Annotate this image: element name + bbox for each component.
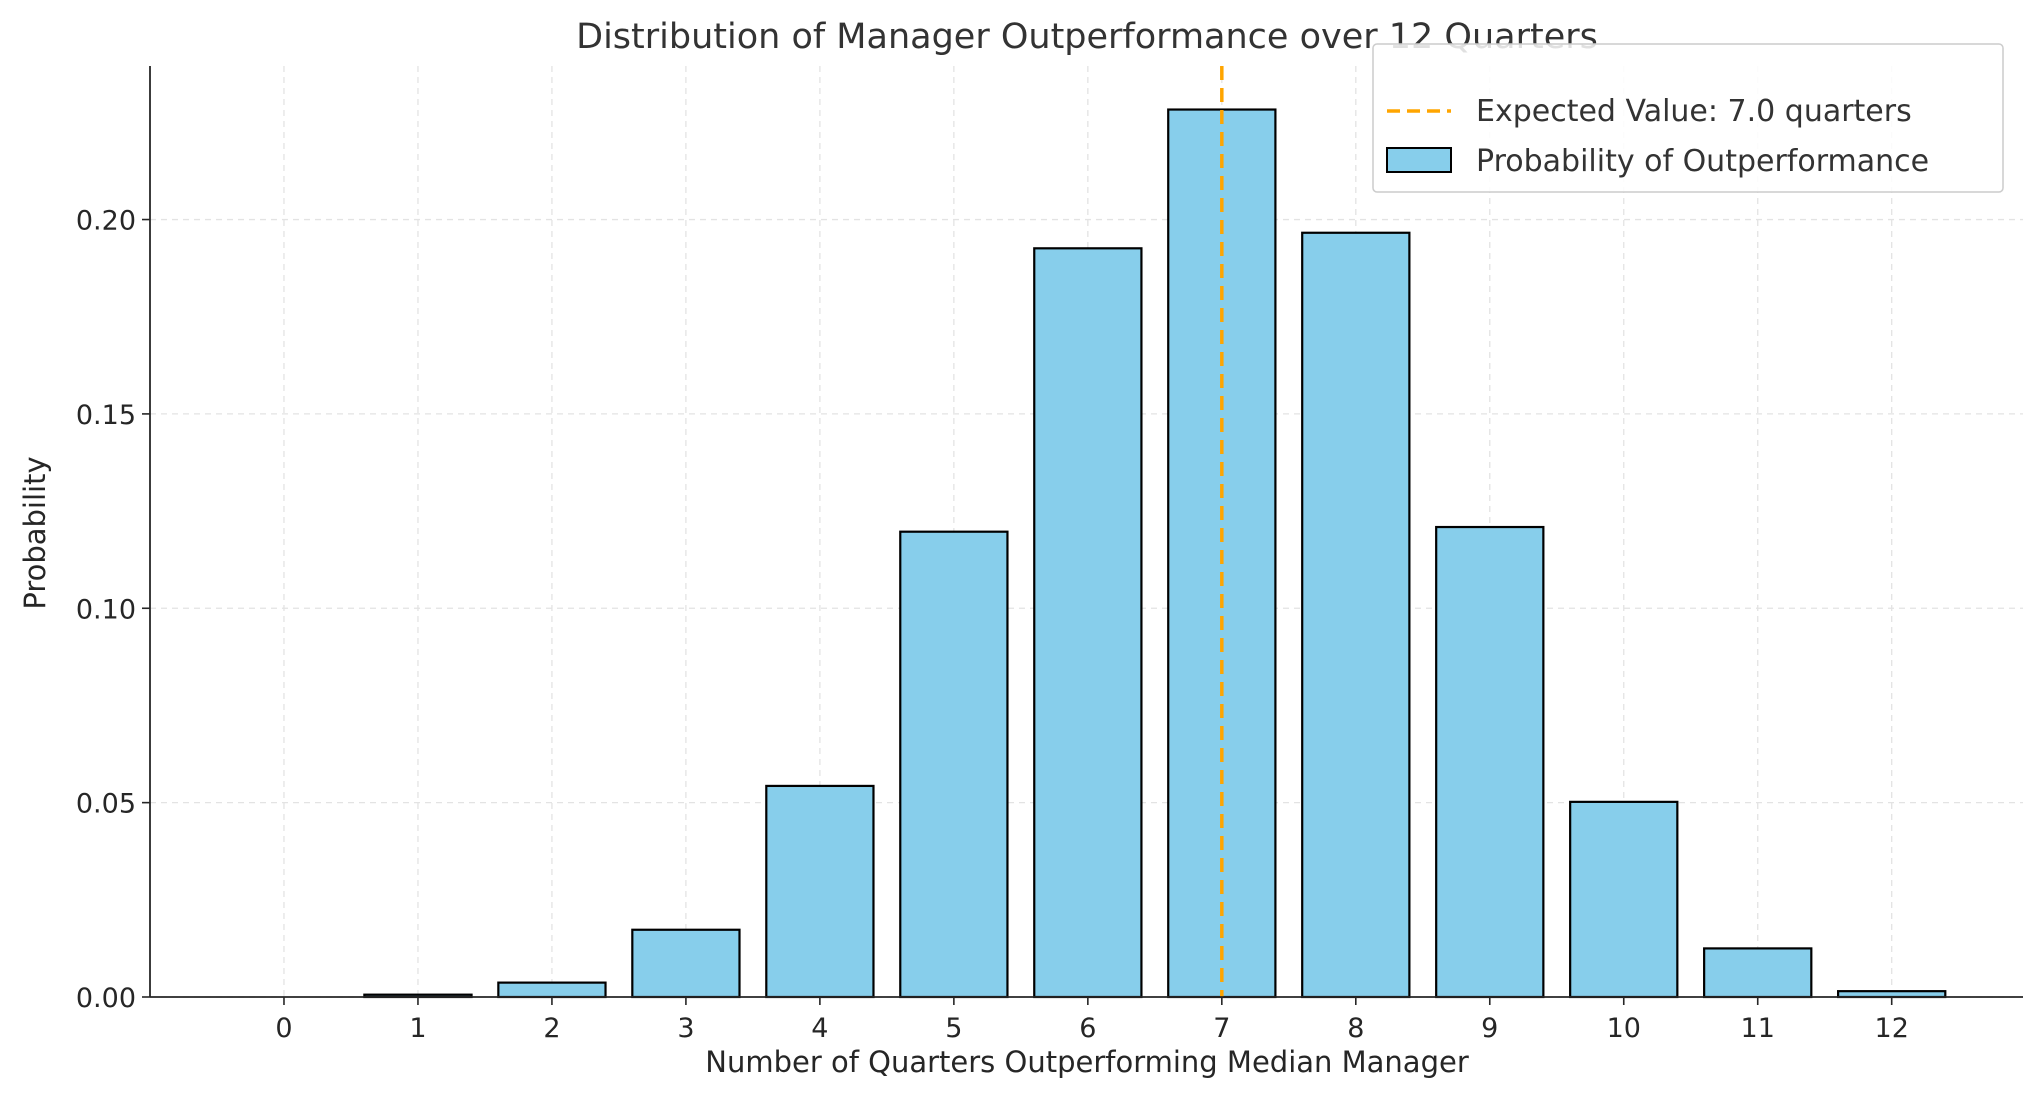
legend-probability-swatch [1386,147,1452,173]
x-tick-label: 4 [811,1013,828,1044]
x-tick-label: 0 [275,1013,292,1044]
bar-2 [497,981,607,999]
legend-box [1372,43,2004,193]
bar-6 [1033,247,1143,999]
y-tick-label: 0.05 [76,789,136,820]
bar-8 [1301,231,1411,999]
x-tick-label: 2 [543,1013,560,1044]
bar-3 [631,928,741,999]
bar-10 [1569,800,1679,999]
y-tick-label: 0.20 [76,206,136,237]
bar-9 [1435,525,1545,999]
y-tick-label: 0.10 [76,594,136,625]
x-tick-label: 7 [1213,1013,1230,1044]
bar-4 [765,784,875,999]
x-tick-label: 6 [1079,1013,1096,1044]
axis-layer [149,66,2023,998]
y-tick-label: 0.15 [76,400,136,431]
legend-probability-label: Probability of Outperformance [1476,144,1929,179]
x-tick-label: 3 [677,1013,694,1044]
bar-5 [899,530,1009,999]
x-tick-label: 5 [945,1013,962,1044]
legend-expected-value-label: Expected Value: 7.0 quarters [1476,94,1912,129]
x-axis-title: Number of Quarters Outperforming Median … [705,1045,1469,1079]
x-tick-label: 8 [1347,1013,1364,1044]
legend: Expected Value: 7.0 quarters Probability… [1372,43,2004,193]
x-tick-label: 11 [1741,1013,1775,1044]
x-tick-label: 1 [409,1013,426,1044]
x-tick-label: 12 [1875,1013,1909,1044]
x-tick-label: 9 [1481,1013,1498,1044]
bar-11 [1703,947,1813,999]
y-axis-title: Probability [18,456,52,609]
tick-layer: 0.000.050.100.150.200 1 2 3 4 5 6 7 8 9 10 11 12 [76,206,1909,1044]
y-tick-label: 0.00 [76,983,136,1014]
x-tick-label: 10 [1607,1013,1641,1044]
